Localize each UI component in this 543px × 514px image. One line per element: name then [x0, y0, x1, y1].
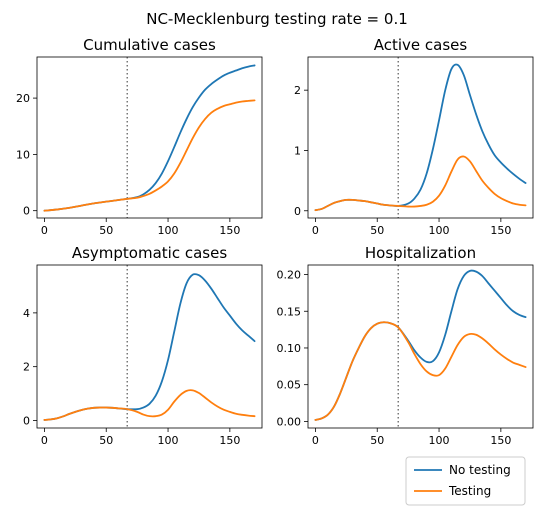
series-line-asymptomatic-cases-no-testing — [43, 273, 256, 421]
series-line-cumulative-cases-testing — [43, 99, 256, 212]
x-tick-label-hospitalization-1: 50 — [370, 434, 384, 447]
y-tick-label-cumulative-cases-1: 10 — [16, 148, 30, 161]
x-tick-label-hospitalization-2: 100 — [429, 434, 450, 447]
x-tick-label-hospitalization-0: 0 — [312, 434, 319, 447]
series-line-cumulative-cases-no-testing — [43, 64, 256, 212]
axes-frame-active-cases — [307, 56, 534, 219]
legend-frame — [405, 456, 526, 506]
x-tick-label-asymptomatic-cases-0: 0 — [41, 434, 48, 447]
y-tick-label-active-cases-2: 2 — [294, 84, 301, 97]
figure-suptitle: NC-Mecklenburg testing rate = 0.1 — [146, 10, 408, 28]
panel-cumulative-cases: Cumulative cases 0 50 100 150 0 10 20 — [16, 36, 263, 237]
panel-hospitalization: Hospitalization 0 50 100 150 0.00 0.05 0.10 0.15… — [277, 244, 534, 447]
y-tick-label-hospitalization-4: 0.20 — [277, 269, 302, 282]
legend-label-testing: Testing — [448, 484, 491, 498]
x-tick-label-active-cases-3: 150 — [490, 224, 511, 237]
axes-frame-cumulative-cases — [36, 56, 263, 219]
x-tick-label-active-cases-1: 50 — [370, 224, 384, 237]
legend: No testing Testing — [405, 456, 526, 506]
x-tick-label-hospitalization-3: 150 — [490, 434, 511, 447]
panel-title-cumulative-cases: Cumulative cases — [83, 36, 216, 54]
panel-title-active-cases: Active cases — [374, 36, 468, 54]
axes-frame-asymptomatic-cases — [36, 264, 263, 429]
axes-frame-hospitalization — [307, 264, 534, 429]
y-tick-label-hospitalization-2: 0.10 — [277, 342, 302, 355]
x-tick-label-active-cases-0: 0 — [312, 224, 319, 237]
series-line-active-cases-testing — [314, 155, 527, 212]
y-tick-label-asymptomatic-cases-0: 0 — [23, 414, 30, 427]
series-line-hospitalization-no-testing — [314, 269, 527, 421]
x-tick-label-cumulative-cases-2: 100 — [158, 224, 179, 237]
y-tick-label-hospitalization-3: 0.15 — [277, 305, 302, 318]
series-line-asymptomatic-cases-testing — [43, 389, 256, 421]
panel-active-cases: Active cases 0 50 100 150 0 1 2 — [294, 36, 534, 237]
panel-title-hospitalization: Hospitalization — [365, 244, 476, 262]
panel-asymptomatic-cases: Asymptomatic cases 0 50 100 150 0 2 4 — [23, 244, 263, 447]
y-tick-label-asymptomatic-cases-2: 4 — [23, 307, 30, 320]
x-tick-label-cumulative-cases-0: 0 — [41, 224, 48, 237]
series-line-active-cases-no-testing — [314, 63, 527, 212]
legend-label-no-testing: No testing — [449, 463, 511, 477]
x-tick-label-active-cases-2: 100 — [429, 224, 450, 237]
x-tick-label-asymptomatic-cases-3: 150 — [219, 434, 240, 447]
x-tick-label-cumulative-cases-3: 150 — [219, 224, 240, 237]
y-tick-label-hospitalization-0: 0.00 — [277, 415, 302, 428]
y-tick-label-active-cases-0: 0 — [294, 205, 301, 218]
y-tick-label-asymptomatic-cases-1: 2 — [23, 361, 30, 374]
y-tick-label-cumulative-cases-0: 0 — [23, 205, 30, 218]
y-tick-label-hospitalization-1: 0.05 — [277, 379, 302, 392]
x-tick-label-asymptomatic-cases-1: 50 — [99, 434, 113, 447]
panel-title-asymptomatic-cases: Asymptomatic cases — [72, 244, 227, 262]
x-tick-label-asymptomatic-cases-2: 100 — [158, 434, 179, 447]
y-tick-label-active-cases-1: 1 — [294, 144, 301, 157]
series-line-hospitalization-testing — [314, 321, 527, 421]
y-tick-label-cumulative-cases-2: 20 — [16, 92, 30, 105]
x-tick-label-cumulative-cases-1: 50 — [99, 224, 113, 237]
